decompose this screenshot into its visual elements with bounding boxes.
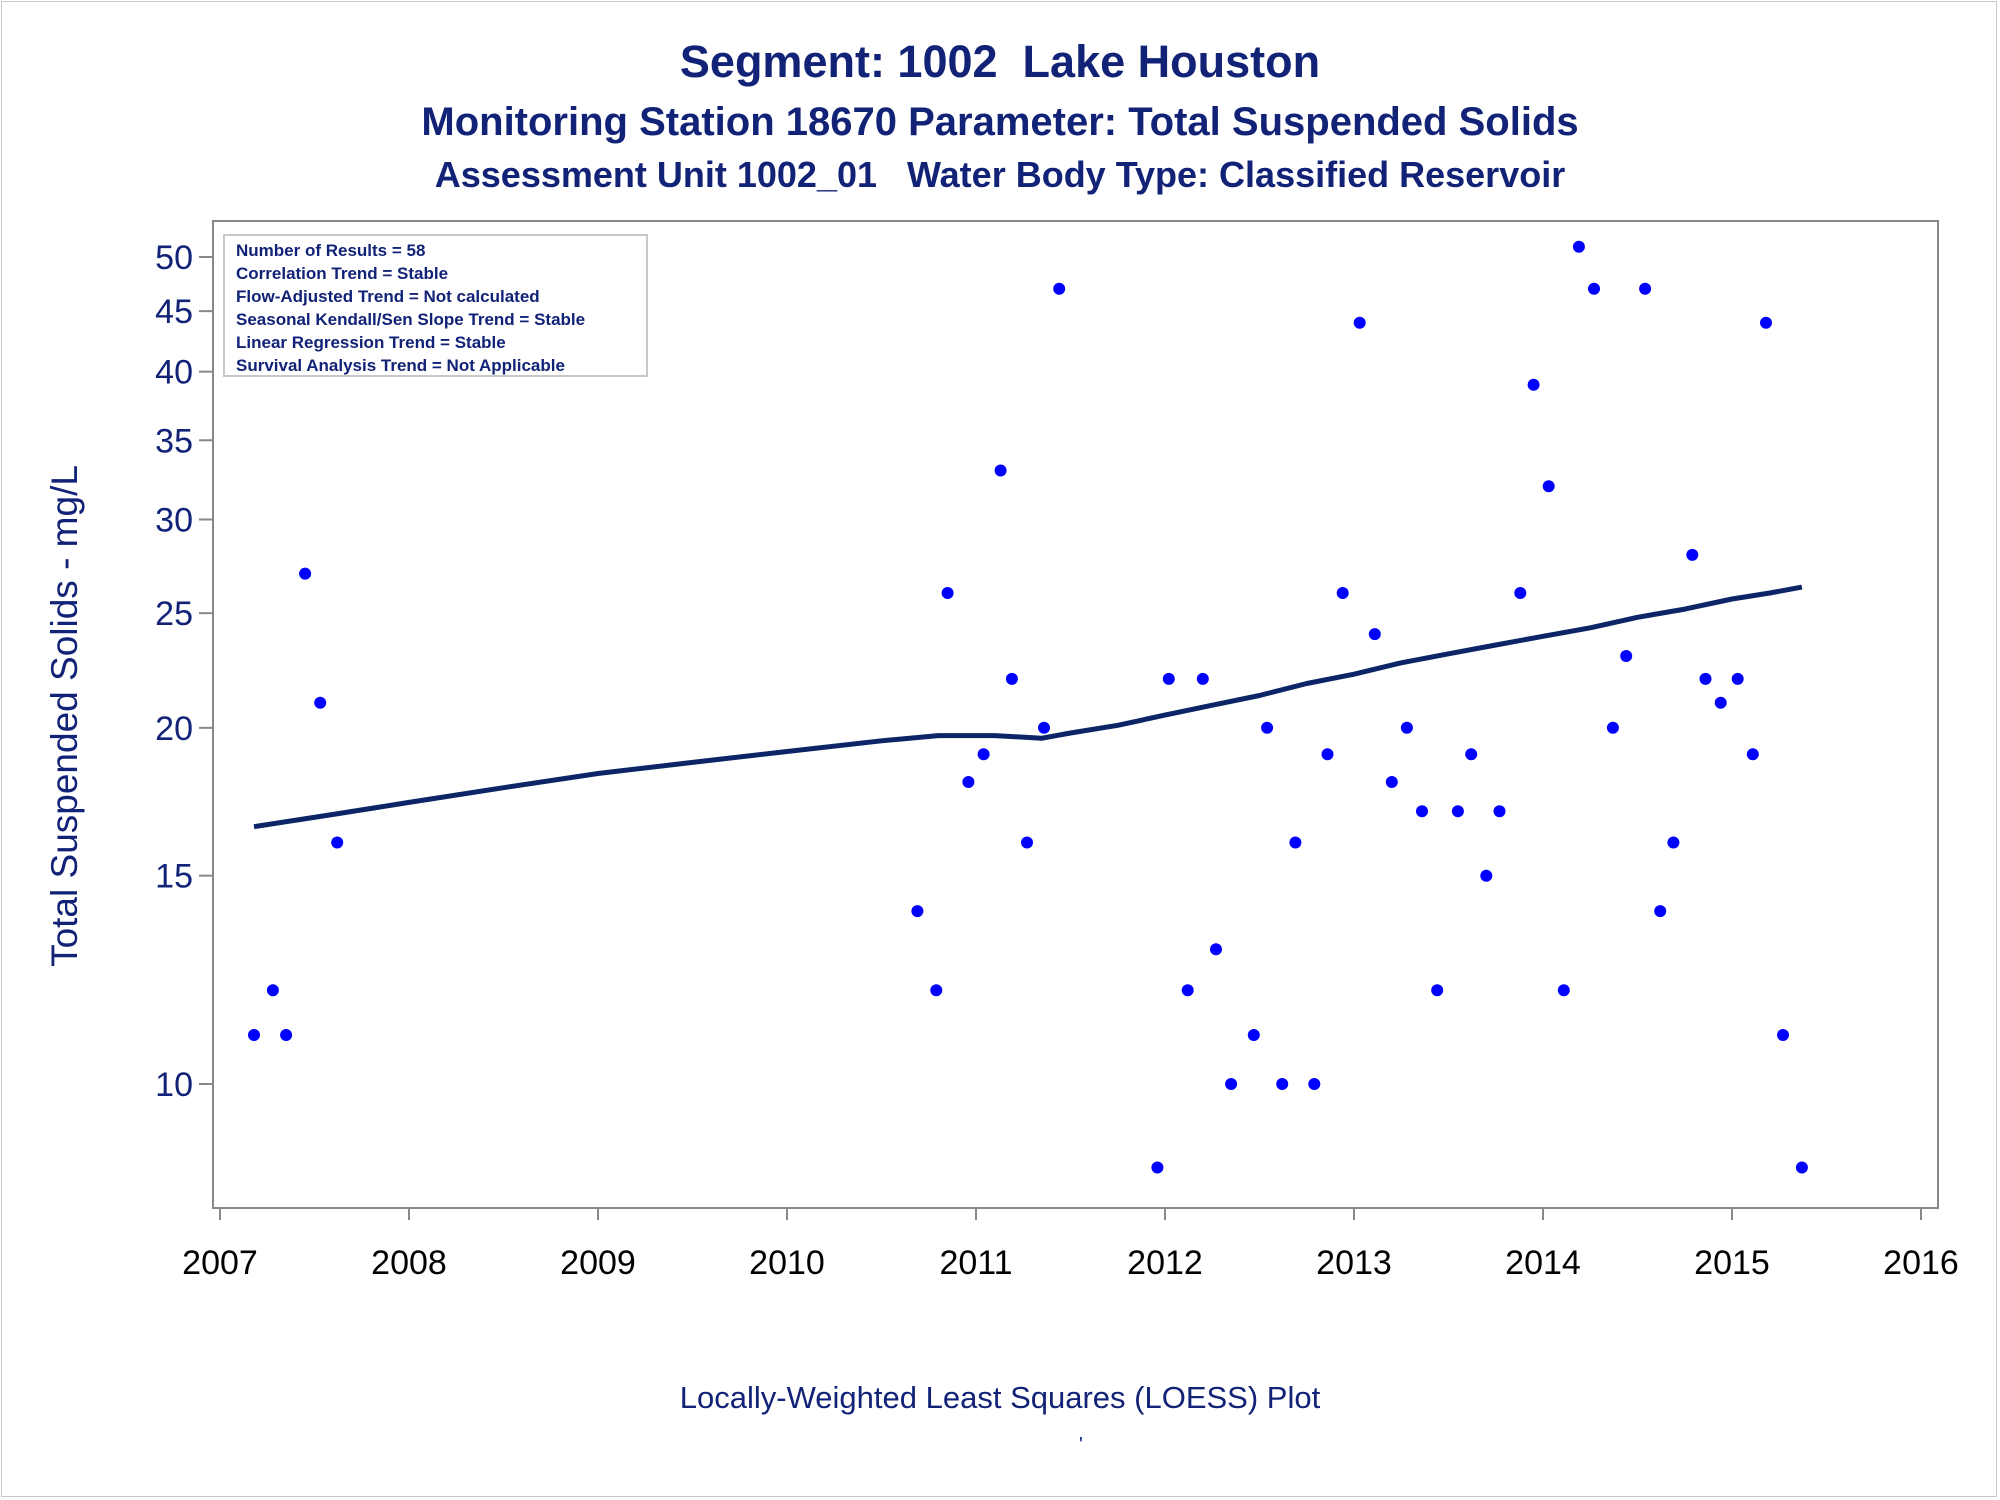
data-point [314, 696, 327, 709]
chart-subtitle-assessment: Assessment Unit 1002_01 Water Body Type:… [434, 154, 1566, 195]
y-tick-label: 45 [155, 293, 193, 331]
x-tick-label: 2012 [1127, 1244, 1203, 1282]
data-point [1620, 650, 1633, 662]
y-tick-label: 40 [155, 354, 193, 392]
y-tick-label: 20 [155, 710, 193, 748]
data-point [1400, 721, 1413, 734]
y-axis-label: Total Suspended Solids - mg/L [44, 465, 85, 967]
data-point [962, 776, 975, 788]
data-point [1353, 316, 1366, 329]
data-point [299, 567, 312, 580]
plot-area-border [212, 220, 1939, 1209]
data-point [1557, 984, 1570, 997]
data-point [994, 464, 1007, 477]
stats-box: Number of Results = 58 Correlation Trend … [223, 234, 648, 377]
data-point [1451, 805, 1464, 818]
data-point [1527, 378, 1540, 391]
data-point [1247, 1029, 1260, 1041]
data-point [1308, 1078, 1321, 1090]
data-point [1162, 672, 1175, 685]
stats-box-line: Seasonal Kendall/Sen Slope Trend = Stabl… [236, 310, 585, 329]
y-tick-label: 10 [155, 1066, 193, 1104]
x-tick-label: 2015 [1694, 1244, 1770, 1282]
data-point [1321, 748, 1334, 761]
data-point [1151, 1161, 1164, 1174]
loess-curve-group [253, 584, 1803, 830]
chart-subtitle-station: Monitoring Station 18670 Parameter: Tota… [421, 100, 1579, 144]
data-point [1053, 282, 1066, 295]
data-point [331, 836, 344, 849]
data-point [1021, 836, 1033, 849]
data-point [1368, 628, 1381, 641]
data-point [1572, 240, 1585, 253]
data-point [1588, 282, 1600, 295]
data-point [1731, 672, 1744, 685]
data-point [1336, 587, 1349, 599]
y-tick-label: 50 [155, 239, 193, 277]
chart-footnote: Locally-Weighted Least Squares (LOESS) P… [679, 1380, 1321, 1415]
data-point [1714, 696, 1727, 709]
data-point [1416, 805, 1428, 818]
x-tick-label: 2014 [1505, 1244, 1581, 1282]
data-point [1038, 721, 1050, 734]
data-point [1225, 1078, 1238, 1090]
data-point [1777, 1029, 1789, 1041]
data-point [1639, 282, 1652, 295]
data-point [266, 984, 279, 997]
x-tick-label: 2008 [371, 1244, 447, 1282]
data-point [1667, 836, 1680, 849]
data-point [1514, 587, 1527, 599]
data-point [1606, 721, 1619, 734]
y-tick-label: 35 [155, 422, 193, 460]
x-tick-label: 2011 [939, 1244, 1012, 1282]
data-point [1699, 672, 1712, 685]
stats-box-line: Correlation Trend = Stable [236, 264, 448, 283]
data-point [1795, 1161, 1808, 1174]
data-point [1289, 836, 1302, 849]
x-tick-label: 2007 [182, 1244, 258, 1282]
footnote-mark: ' [1079, 1434, 1083, 1456]
data-point [1686, 548, 1699, 561]
data-point [977, 748, 990, 761]
data-point [1465, 748, 1478, 761]
data-point [1654, 905, 1667, 918]
data-point [1181, 984, 1194, 997]
y-tick-label: 15 [155, 858, 193, 896]
data-point [1196, 672, 1209, 685]
data-point [248, 1029, 260, 1041]
stats-box-line: Flow-Adjusted Trend = Not calculated [236, 287, 540, 306]
data-point [941, 587, 954, 599]
data-points-group [248, 240, 1808, 1174]
loess-line [253, 584, 1803, 830]
data-point [1480, 869, 1493, 882]
stats-box-line: Number of Results = 58 [236, 241, 425, 260]
data-point [1493, 805, 1506, 818]
axes: 2007 2008 2009 2010 2011 2012 2013 2014 2015 2016… [155, 239, 1959, 1282]
y-tick-label: 25 [155, 595, 193, 633]
chart-title: Segment: 1002 Lake Houston [679, 36, 1321, 87]
data-point [1261, 721, 1274, 734]
x-tick-label: 2010 [749, 1244, 825, 1282]
stats-box-line: Survival Analysis Trend = Not Applicable [236, 356, 565, 375]
data-point [280, 1029, 293, 1041]
data-point [1760, 316, 1772, 329]
y-tick-label: 30 [155, 501, 193, 539]
stats-box-line: Linear Regression Trend = Stable [236, 333, 506, 352]
data-point [911, 905, 924, 918]
data-point [1005, 672, 1018, 685]
data-point [1746, 748, 1759, 761]
x-tick-label: 2013 [1316, 1244, 1392, 1282]
data-point [930, 984, 943, 997]
data-point [1276, 1078, 1289, 1090]
data-point [1542, 480, 1555, 493]
x-tick-label: 2009 [560, 1244, 636, 1282]
data-point [1431, 984, 1444, 997]
stats-box-border [223, 234, 648, 377]
data-point [1210, 943, 1222, 956]
x-tick-label: 2016 [1883, 1244, 1959, 1282]
data-point [1385, 776, 1398, 788]
